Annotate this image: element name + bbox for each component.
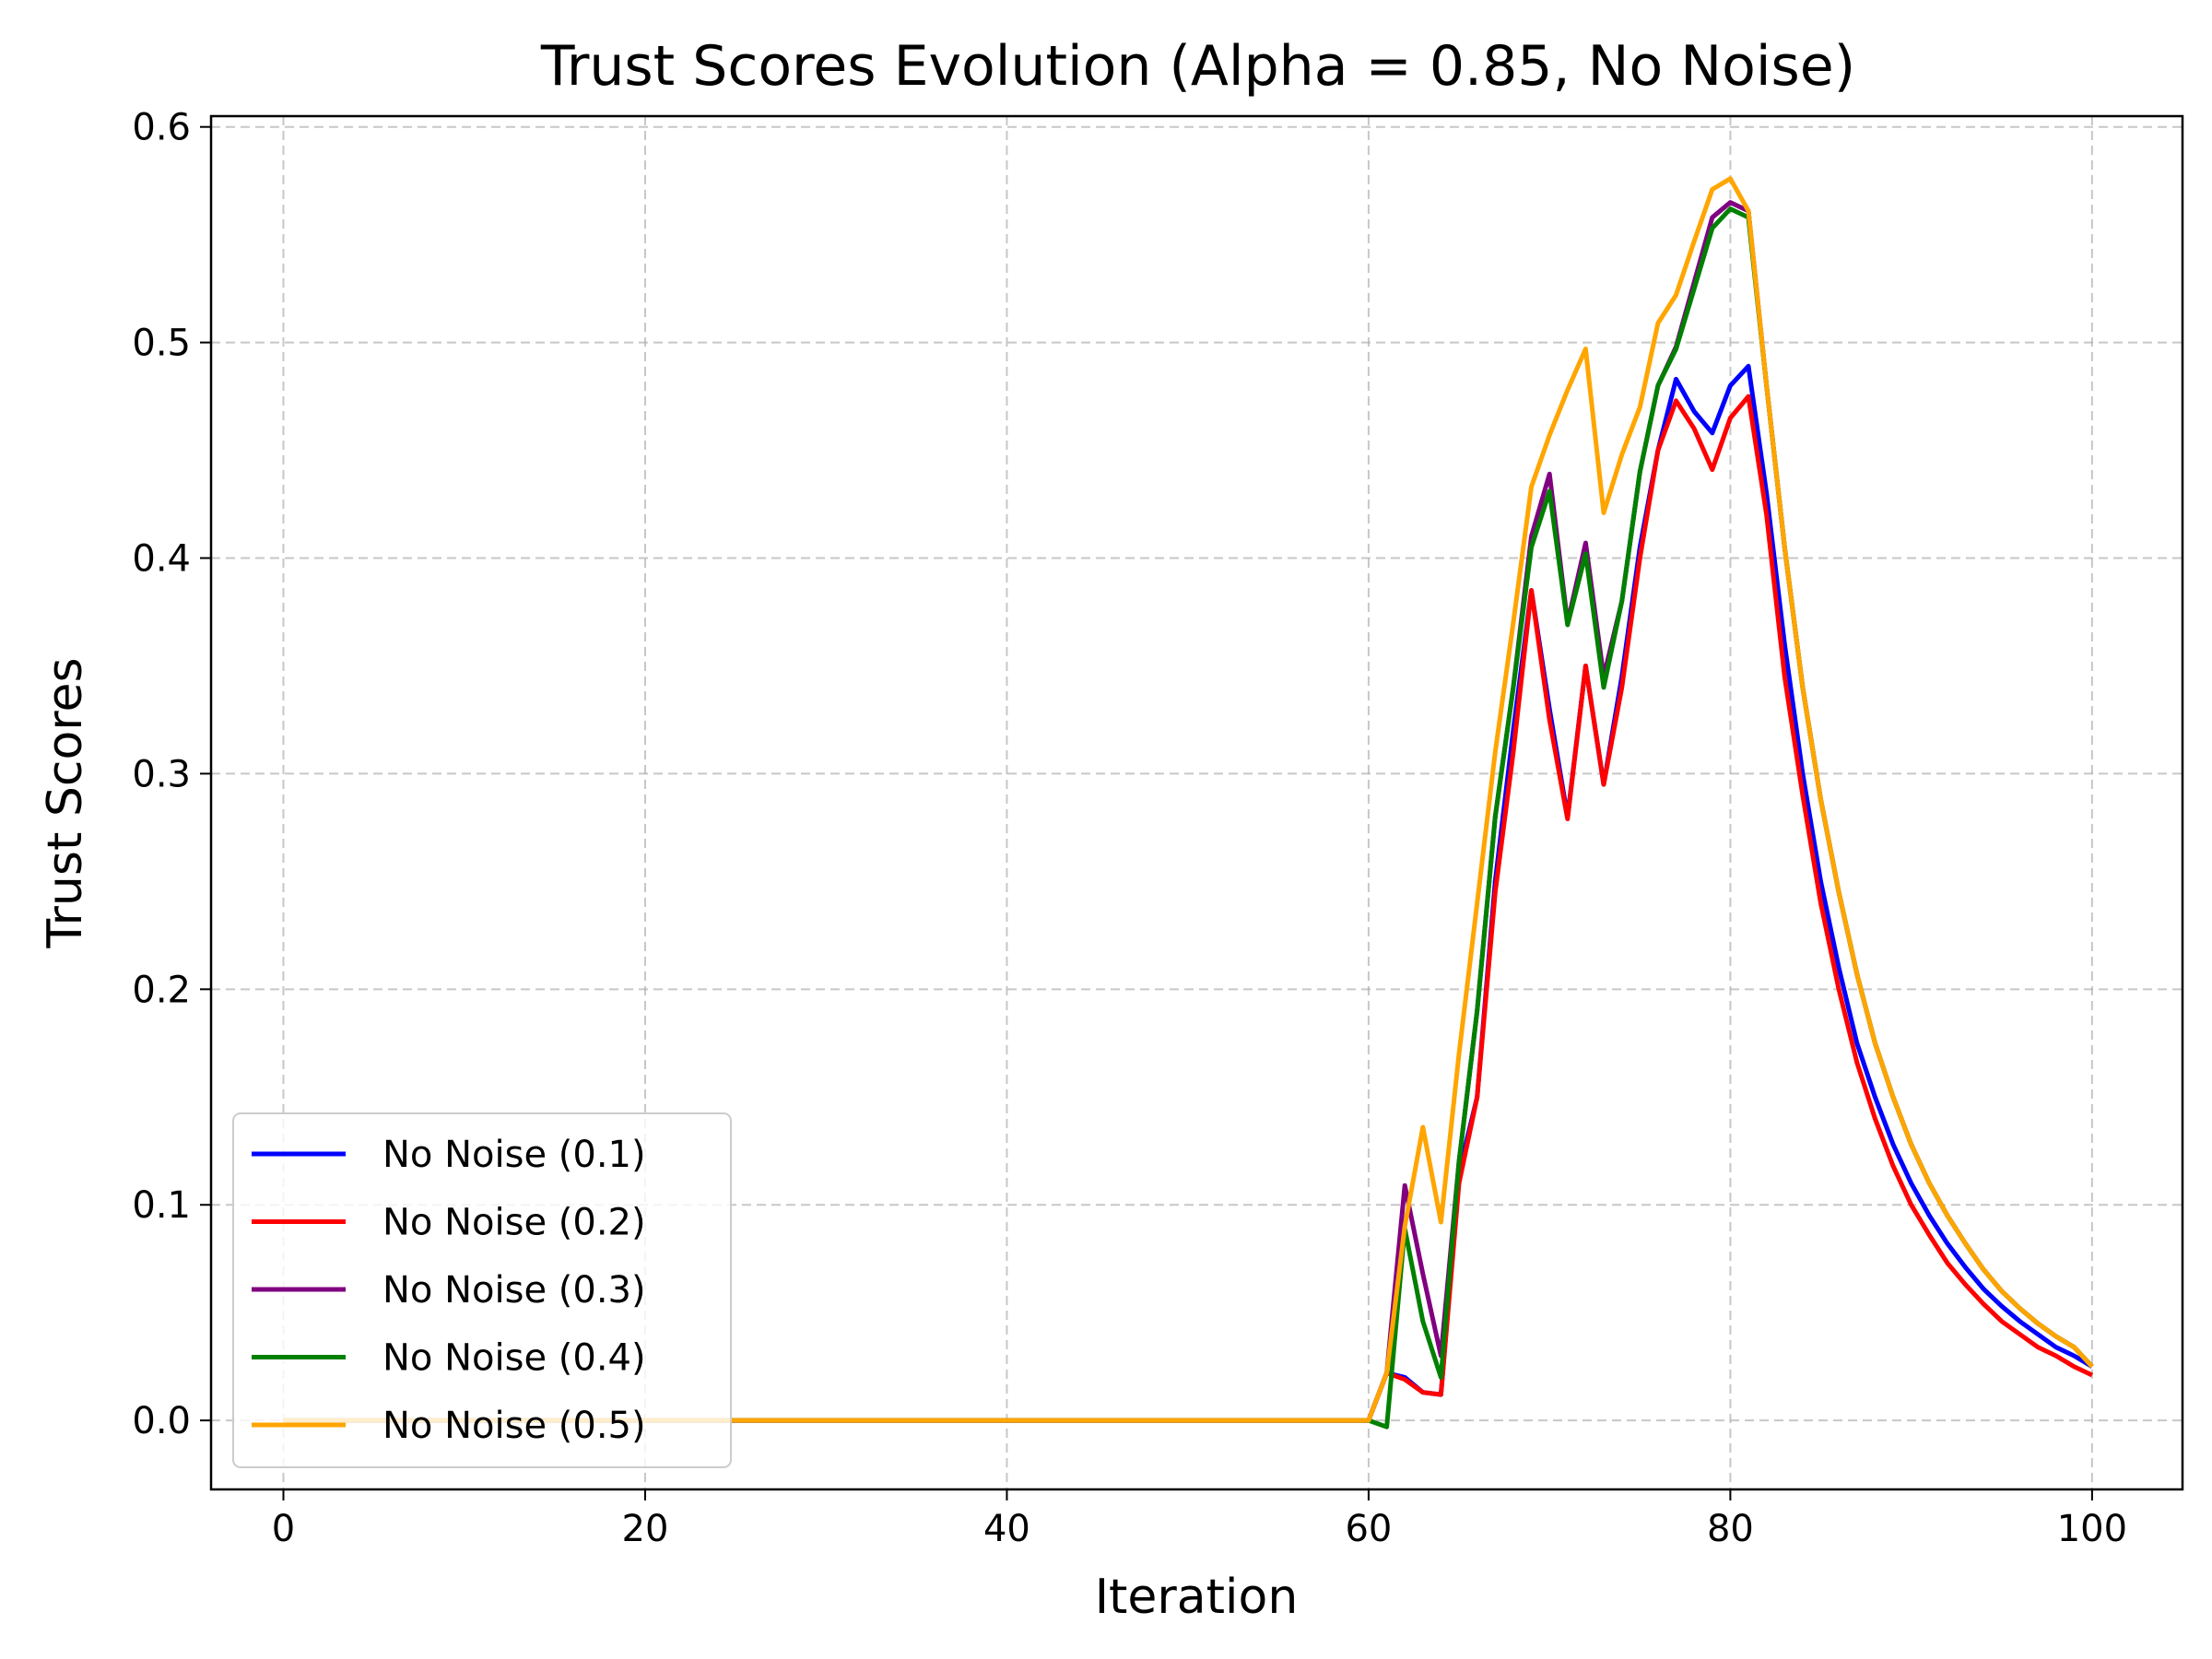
x-tick-label: 100 xyxy=(2057,1508,2127,1550)
y-tick-label: 0.0 xyxy=(132,1400,191,1442)
y-tick-label: 0.4 xyxy=(132,538,191,581)
plot-area-frame xyxy=(209,114,2184,1491)
y-tick-label: 0.1 xyxy=(132,1184,191,1227)
x-axis-label: Iteration xyxy=(1095,1570,1299,1625)
legend-label: No Noise (0.1) xyxy=(382,1134,646,1176)
chart-title: Trust Scores Evolution (Alpha = 0.85, No… xyxy=(540,34,1855,99)
y-axis-label: Trust Scores xyxy=(38,657,93,948)
y-tick-label: 0.3 xyxy=(132,753,191,795)
x-tick-label: 80 xyxy=(1707,1508,1754,1550)
legend-label: No Noise (0.3) xyxy=(382,1269,646,1312)
legend: No Noise (0.1) No Noise (0.2) No Noise (0.… xyxy=(232,1112,732,1468)
legend-box xyxy=(232,1112,732,1468)
y-tick-label: 0.5 xyxy=(132,323,191,365)
legend-label: No Noise (0.5) xyxy=(382,1405,646,1447)
x-axis: 0 20 40 60 80 100 xyxy=(272,1489,2127,1550)
legend-label: No Noise (0.2) xyxy=(382,1202,646,1244)
x-tick-label: 0 xyxy=(272,1508,295,1550)
legend-label: No Noise (0.4) xyxy=(382,1337,646,1380)
x-tick-label: 60 xyxy=(1345,1508,1392,1550)
y-tick-label: 0.6 xyxy=(132,107,191,149)
y-axis: 0.0 0.1 0.2 0.3 0.4 0.5 0.6 xyxy=(132,107,211,1442)
plot-series xyxy=(283,176,2094,1430)
y-tick-label: 0.2 xyxy=(132,969,191,1011)
x-tick-label: 40 xyxy=(983,1508,1030,1550)
series-line-2 xyxy=(283,394,2093,1423)
series-line-5 xyxy=(283,176,2094,1423)
x-tick-label: 20 xyxy=(622,1508,669,1550)
